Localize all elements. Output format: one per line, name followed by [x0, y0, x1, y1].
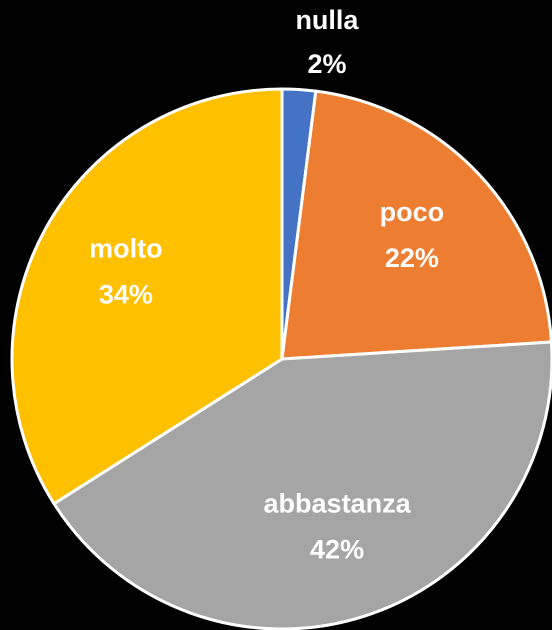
slice-category-label: molto — [89, 233, 163, 263]
slice-category-label: nulla — [295, 5, 359, 35]
pie-slice — [280, 89, 552, 361]
slice-value-label: 2% — [307, 49, 346, 79]
slice-value-label: 34% — [99, 279, 153, 309]
slice-value-label: 42% — [310, 535, 364, 565]
slice-category-label: abbastanza — [264, 489, 412, 519]
pie-slice — [51, 340, 552, 630]
slice-category-label: poco — [380, 197, 445, 227]
pie-slice — [10, 87, 284, 506]
slice-value-label: 22% — [385, 243, 439, 273]
